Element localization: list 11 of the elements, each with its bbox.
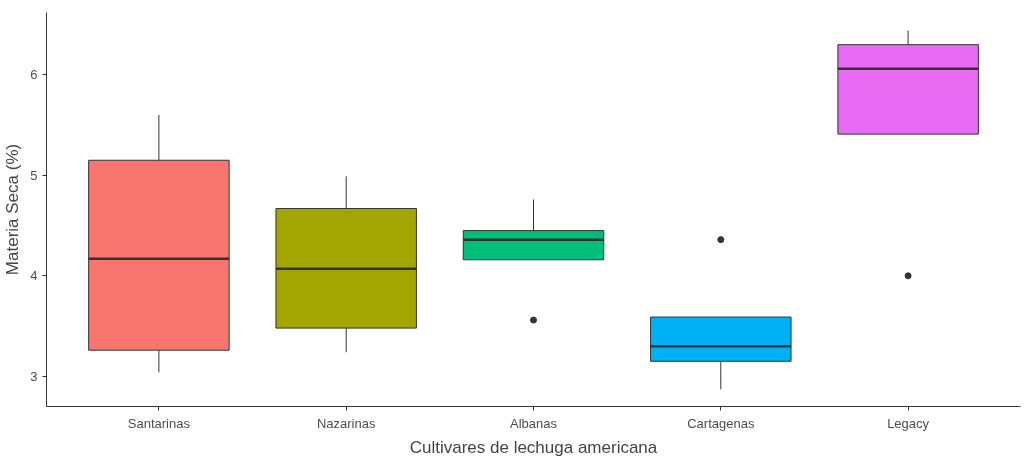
y-tick-label: 5 [30,167,38,183]
x-tick-label: Legacy [887,415,930,431]
x-tick-label: Santarinas [127,415,191,431]
y-tick-label: 4 [30,268,38,284]
y-tick-label: 3 [30,368,38,384]
x-tick-label: Nazarinas [316,415,376,431]
x-tick-label: Albanas [510,415,558,431]
y-axis-title: Materia Seca (%) [3,143,23,276]
x-tick-label: Cartagenas [687,415,755,431]
y-tick-label: 6 [30,67,38,83]
x-axis-title: Cultivares de lechuga americana [409,437,658,457]
